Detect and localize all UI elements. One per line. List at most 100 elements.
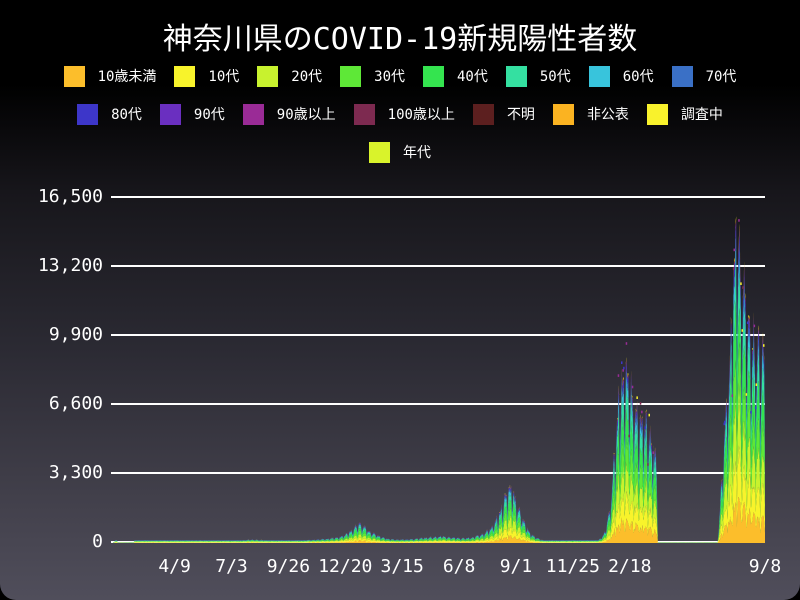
legend-item-90代: 90代 — [159, 103, 225, 125]
area-layer-10歳未満 — [113, 497, 765, 543]
x-axis-tick-label: 9/8 — [748, 556, 782, 577]
area-layer-80代 — [113, 226, 765, 543]
x-axis-tick-label: 4/9 — [158, 556, 191, 577]
speckle-dot — [648, 413, 650, 417]
legend-swatch-icon — [369, 141, 390, 163]
area-layer-50代 — [113, 263, 765, 543]
legend-label: 90代 — [193, 107, 225, 123]
legend-item-80代: 80代 — [77, 103, 142, 125]
x-axis-tick-label: 9/26 — [266, 556, 311, 577]
legend-label: 70代 — [705, 69, 737, 85]
speckle-dot — [623, 366, 625, 370]
x-axis-tick-label: 12/20 — [318, 556, 373, 577]
speckle-dot — [622, 369, 624, 372]
legend-label: 10歳未満 — [97, 69, 157, 85]
speckle-dot — [755, 383, 758, 386]
legend-swatch-icon — [588, 65, 610, 87]
legend-label: 40代 — [457, 69, 488, 85]
legend-swatch-icon — [174, 65, 196, 87]
speckle-dot — [742, 286, 744, 289]
page-title: 神奈川県のCOVID-19新規陽性者数 — [162, 22, 638, 57]
legend-label: 90歳以上 — [276, 107, 336, 123]
speckle-dot — [723, 422, 725, 426]
area-layer-40代 — [113, 301, 765, 543]
speckle-dot — [753, 324, 756, 328]
speckle-dot — [652, 451, 654, 454]
speckle-dot — [732, 267, 735, 271]
area-layer-不明 — [113, 219, 765, 542]
area-layer-20代 — [113, 382, 765, 543]
speckle-dot — [733, 248, 735, 252]
area-layer-60代 — [113, 248, 765, 543]
legend-row: 年代 — [0, 140, 800, 164]
legend-row: 80代 90代 90歳以上 100歳以上 不明 非公表 調査中 — [0, 102, 800, 126]
area-layer-10代 — [113, 445, 765, 543]
top-speckles — [617, 219, 765, 466]
legend-item-年代: 年代 — [369, 141, 431, 163]
speckle-dot — [750, 411, 752, 414]
speckle-dot — [724, 420, 726, 424]
area-layer-90歳以上 — [113, 220, 765, 542]
legend-label: 20代 — [291, 69, 323, 85]
legend-swatch-icon — [505, 65, 527, 87]
legend-label: 非公表 — [586, 107, 629, 123]
legend-label: 調査中 — [680, 107, 723, 123]
y-axis-tick-label: 13,200 — [37, 255, 103, 276]
legend-item-不明: 不明 — [472, 103, 535, 125]
speckle-dot — [644, 426, 646, 429]
legend-swatch-icon — [340, 65, 362, 87]
legend-label: 60代 — [622, 69, 654, 85]
legend-item-70代: 70代 — [671, 65, 737, 87]
y-axis-tick-label: 3,300 — [48, 462, 103, 483]
speckle-dot — [738, 219, 740, 222]
legend-item-20代: 20代 — [257, 65, 323, 87]
x-axis-tick-label: 7/3 — [215, 556, 248, 577]
legend-swatch-icon — [552, 103, 574, 125]
legend-label: 年代 — [403, 145, 431, 161]
legend-item-30代: 30代 — [340, 65, 405, 87]
legend-label: 30代 — [374, 69, 405, 85]
speckle-dot — [740, 282, 742, 285]
x-axis-tick-label: 3/15 — [380, 556, 424, 577]
speckle-dot — [763, 344, 765, 347]
legend-swatch-icon — [646, 103, 668, 125]
y-axis-tick-label: 16,500 — [37, 186, 103, 207]
legend-label: 50代 — [539, 69, 571, 85]
speckle-dot — [625, 342, 628, 345]
x-axis-tick-label: 2/18 — [608, 556, 652, 577]
area-layer-100歳以上 — [113, 220, 765, 542]
y-gridlines — [111, 196, 765, 543]
speckle-dot — [628, 434, 630, 438]
chart-legend: 10歳未満 10代 20代 30代 40代 50代 60代 70代 80代 90代 90歳以上 100… — [0, 64, 800, 178]
area-layer-90代 — [113, 222, 765, 542]
speckle-dot — [745, 393, 748, 396]
legend-label: 不明 — [506, 107, 535, 123]
legend-swatch-icon — [63, 65, 85, 87]
y-axis-tick-label: 0 — [92, 531, 103, 552]
legend-item-100歳以上: 100歳以上 — [353, 103, 455, 125]
legend-label: 80代 — [111, 107, 142, 123]
area-layer-70代 — [113, 235, 765, 543]
speckle-dot — [746, 321, 749, 325]
y-axis-tick-label: 9,900 — [48, 324, 103, 345]
speckle-dot — [754, 406, 757, 409]
legend-label: 10代 — [208, 69, 240, 85]
legend-swatch-icon — [472, 103, 494, 125]
speckle-dot — [731, 394, 733, 397]
speckle-dot — [639, 402, 642, 405]
legend-item-50代: 50代 — [505, 65, 571, 87]
speckle-dot — [617, 374, 620, 377]
legend-item-60代: 60代 — [588, 65, 654, 87]
legend-item-40代: 40代 — [423, 65, 488, 87]
legend-item-90歳以上: 90歳以上 — [242, 103, 336, 125]
y-axis-tick-label: 6,600 — [48, 393, 103, 414]
legend-swatch-icon — [257, 65, 279, 87]
legend-item-10代: 10代 — [174, 65, 240, 87]
speckle-dot — [621, 361, 623, 364]
legend-swatch-icon — [423, 65, 444, 87]
legend-item-10歳未満: 10歳未満 — [63, 65, 157, 87]
x-axis-tick-label: 6/8 — [442, 556, 476, 577]
legend-swatch-icon — [671, 65, 693, 87]
legend-row: 10歳未満 10代 20代 30代 40代 50代 60代 70代 — [0, 64, 800, 88]
